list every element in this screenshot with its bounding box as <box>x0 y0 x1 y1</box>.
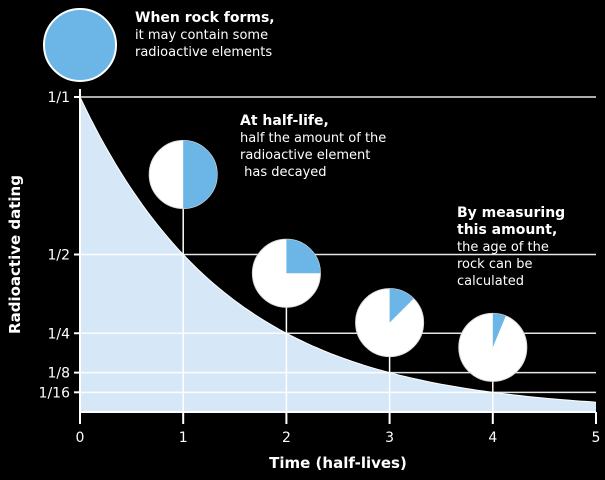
radioactive-slice <box>389 288 414 323</box>
radioactive-slice <box>286 239 321 274</box>
annotation-measuring-title: By measuring <box>457 205 566 221</box>
x-tick-label: 2 <box>282 430 291 446</box>
radioactive-slice <box>492 313 506 348</box>
y-tick-label: 1/4 <box>47 326 70 342</box>
y-tick-label: 1/8 <box>47 366 70 382</box>
decay-curve-line <box>79 96 597 403</box>
annotation-half-life-line: half the amount of the <box>240 131 387 146</box>
annotation-half-life: At half-life, half the amount of the rad… <box>240 113 386 181</box>
annotation-rock-forms-title: When rock forms, <box>135 10 275 26</box>
annotation-rock-forms: When rock forms, it may contain some rad… <box>135 10 275 61</box>
x-tick-label: 0 <box>76 430 85 446</box>
x-tick-label: 4 <box>488 430 497 446</box>
annotation-measuring-title: this amount, <box>457 222 558 238</box>
annotation-measuring-line: rock can be <box>457 257 533 272</box>
radioactive-slice <box>43 8 117 82</box>
x-tick-label: 3 <box>385 430 394 446</box>
y-tick-label: 1/16 <box>39 385 71 401</box>
x-tick-label: 5 <box>592 430 601 446</box>
x-tick-label: 1 <box>179 430 188 446</box>
x-axis-title: Time (half-lives) <box>269 454 407 472</box>
y-tick-label: 1/2 <box>47 248 70 264</box>
y-axis-title: Radioactive dating <box>6 175 24 334</box>
annotation-rock-forms-line: radioactive elements <box>135 45 273 60</box>
annotation-measuring-line: the age of the <box>457 240 549 255</box>
annotation-measuring: By measuring this amount, the age of the… <box>457 205 565 290</box>
radioactive-slice <box>183 140 218 209</box>
annotation-half-life-title: At half-life, <box>240 113 329 129</box>
annotation-half-life-line: has decayed <box>240 165 327 180</box>
y-tick-label: 1/1 <box>47 90 70 106</box>
annotation-rock-forms-line: it may contain some <box>135 28 269 43</box>
annotation-half-life-line: radioactive element <box>240 148 371 163</box>
annotation-measuring-line: calculated <box>457 274 525 289</box>
